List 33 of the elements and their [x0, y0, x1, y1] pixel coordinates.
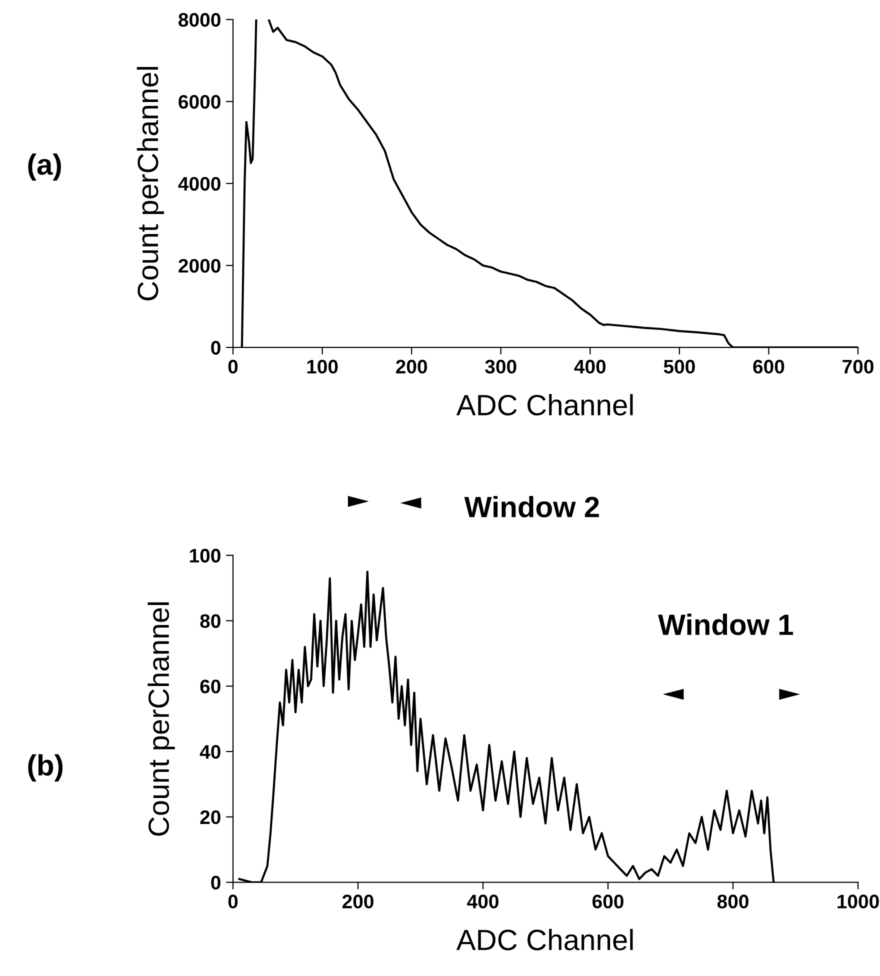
y-tick-label: 80 — [200, 614, 220, 628]
y-tick-label: 40 — [200, 744, 220, 759]
y-axis-title: Count perChannel — [136, 67, 164, 300]
text: (a) — [28, 153, 61, 181]
y-tick-label: 20 — [200, 810, 220, 824]
x-tick-label: 0 — [228, 894, 238, 908]
y-tick-label: 2000 — [178, 258, 220, 273]
y-tick-label: 4000 — [178, 176, 220, 191]
x-tick-label: 500 — [664, 360, 695, 374]
x-tick-label: 600 — [753, 360, 784, 374]
x-axis-title: ADC Channel — [456, 928, 633, 950]
x-tick-label: 300 — [485, 360, 516, 374]
y-tick-label: 60 — [200, 680, 220, 694]
x-tick-label: 400 — [467, 894, 498, 908]
x-tick-label: 0 — [228, 360, 238, 374]
x-tick-label: 1000 — [838, 894, 879, 908]
x-tick-label: 600 — [592, 894, 624, 908]
x-tick-label: 200 — [342, 894, 374, 908]
y-tick-label: 0 — [211, 876, 220, 890]
x-axis-title: ADC Channel — [456, 394, 633, 416]
y-tick-label: 6000 — [178, 94, 220, 109]
y-axis-title: Count perChannel — [148, 602, 175, 836]
text: (b) — [28, 754, 63, 782]
x-tick-label: 200 — [396, 360, 427, 374]
x-tick-label: 100 — [307, 360, 338, 374]
y-tick-label: 8000 — [178, 12, 220, 27]
y-tick-label: 0 — [211, 340, 220, 355]
x-tick-label: 700 — [842, 360, 874, 374]
annotation: Window 1 — [658, 614, 794, 636]
text: Window 2 — [464, 496, 599, 518]
x-tick-label: 400 — [574, 360, 606, 374]
x-tick-label: 800 — [717, 894, 748, 908]
y-tick-label: 100 — [190, 548, 220, 563]
